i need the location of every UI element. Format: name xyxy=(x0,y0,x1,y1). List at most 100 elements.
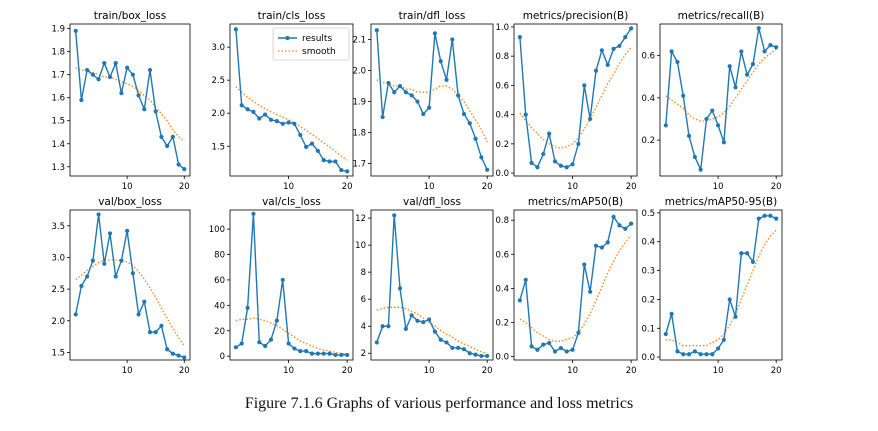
y-tick-label: 0.2 xyxy=(641,295,655,305)
results-series-line xyxy=(376,30,488,171)
chart-panel: train/cls_loss 1.5 2.0 2.5 3.0 10 20 results smo… xyxy=(211,10,354,192)
results-point xyxy=(570,162,575,167)
results-point xyxy=(251,211,256,216)
y-tick-label: 3.5 xyxy=(51,222,65,232)
results-point xyxy=(292,121,297,126)
results-point xyxy=(409,313,414,318)
y-tick-label: 2.0 xyxy=(211,109,225,119)
results-point xyxy=(233,345,238,350)
smooth-series-line xyxy=(665,229,777,347)
results-point xyxy=(739,251,744,256)
results-point xyxy=(438,59,443,64)
smooth-series-line xyxy=(235,317,348,355)
results-point xyxy=(739,49,744,54)
y-tick-label: 0.0 xyxy=(641,353,655,363)
results-point xyxy=(280,121,285,126)
chart-title: train/dfl_loss xyxy=(399,10,466,22)
results-point xyxy=(245,107,250,112)
results-point xyxy=(257,116,262,121)
x-tick-label: 20 xyxy=(482,182,493,192)
y-tick-label: 1.9 xyxy=(352,98,366,108)
results-point xyxy=(421,111,426,117)
results-point xyxy=(274,318,279,323)
results-point xyxy=(692,154,697,160)
y-tick-label: 100 xyxy=(209,225,225,235)
results-point xyxy=(473,136,478,141)
y-tick-label: 80 xyxy=(214,250,225,260)
y-tick-label: 0.4 xyxy=(495,284,509,294)
chart-title: val/cls_loss xyxy=(262,196,321,208)
results-point xyxy=(392,213,397,218)
results-point xyxy=(715,346,721,351)
results-point xyxy=(309,351,315,356)
results-point xyxy=(558,345,563,351)
results-point xyxy=(333,159,338,164)
results-point xyxy=(245,305,250,310)
results-point xyxy=(768,213,773,218)
results-point xyxy=(327,351,332,356)
results-point xyxy=(774,216,779,221)
results-point xyxy=(268,117,274,122)
y-tick-label: 1.7 xyxy=(51,71,65,81)
chart-panel: val/box_loss 1.5 2.0 2.5 3.0 3.5 10 20 xyxy=(51,196,191,376)
y-tick-label: 10 xyxy=(355,241,366,251)
results-point xyxy=(438,337,443,342)
y-tick-label: 0.6 xyxy=(495,250,509,260)
legend-results-marker xyxy=(285,35,290,41)
results-point xyxy=(280,277,285,283)
results-point xyxy=(136,312,141,317)
results-point xyxy=(239,341,244,346)
y-tick-label: 2.5 xyxy=(51,285,65,295)
results-point xyxy=(73,28,78,34)
results-point xyxy=(374,340,379,345)
results-point xyxy=(593,243,599,248)
results-series-line xyxy=(665,28,777,173)
results-point xyxy=(73,312,78,317)
x-tick-label: 20 xyxy=(771,366,782,376)
results-point xyxy=(386,324,391,329)
results-point xyxy=(715,123,721,128)
x-tick-label: 10 xyxy=(424,366,435,376)
results-point xyxy=(90,72,95,77)
results-point xyxy=(745,72,750,77)
results-point xyxy=(85,274,90,279)
chart-title: metrics/mAP50(B) xyxy=(528,196,623,208)
results-point xyxy=(432,31,438,36)
results-point xyxy=(681,352,686,357)
chart-panel: metrics/recall(B) 0.2 0.4 0.6 10 20 xyxy=(641,10,783,192)
smooth-series-line xyxy=(75,67,185,143)
results-point xyxy=(461,347,467,352)
results-point xyxy=(517,35,522,40)
results-point xyxy=(327,159,332,164)
y-tick-label: 1.0 xyxy=(495,23,509,33)
smooth-series-line xyxy=(665,48,777,122)
results-point xyxy=(113,61,118,66)
results-point xyxy=(552,159,558,164)
results-point xyxy=(286,341,291,346)
results-point xyxy=(251,109,256,114)
results-point xyxy=(768,43,773,48)
smooth-series-line xyxy=(376,79,488,143)
results-point xyxy=(263,343,268,349)
results-point xyxy=(727,297,732,302)
results-point xyxy=(239,103,244,108)
results-point xyxy=(90,258,95,263)
results-point xyxy=(605,62,610,68)
results-point xyxy=(421,320,426,325)
results-point xyxy=(564,349,569,354)
results-point xyxy=(727,64,732,69)
y-tick-label: 1.8 xyxy=(51,48,65,58)
results-point xyxy=(629,26,634,31)
results-point xyxy=(617,43,622,49)
results-point xyxy=(409,93,414,98)
results-point xyxy=(605,240,610,245)
x-tick-label: 20 xyxy=(179,182,190,192)
results-point xyxy=(142,299,147,304)
results-series-line xyxy=(376,215,488,357)
y-tick-label: 0.8 xyxy=(495,52,509,62)
chart-panel: val/dfl_loss 2 4 6 8 10 12 10 20 xyxy=(355,196,494,376)
y-tick-label: 12 xyxy=(355,214,366,224)
results-point xyxy=(165,143,170,149)
y-tick-label: 1.5 xyxy=(211,142,225,152)
results-point xyxy=(733,85,738,90)
